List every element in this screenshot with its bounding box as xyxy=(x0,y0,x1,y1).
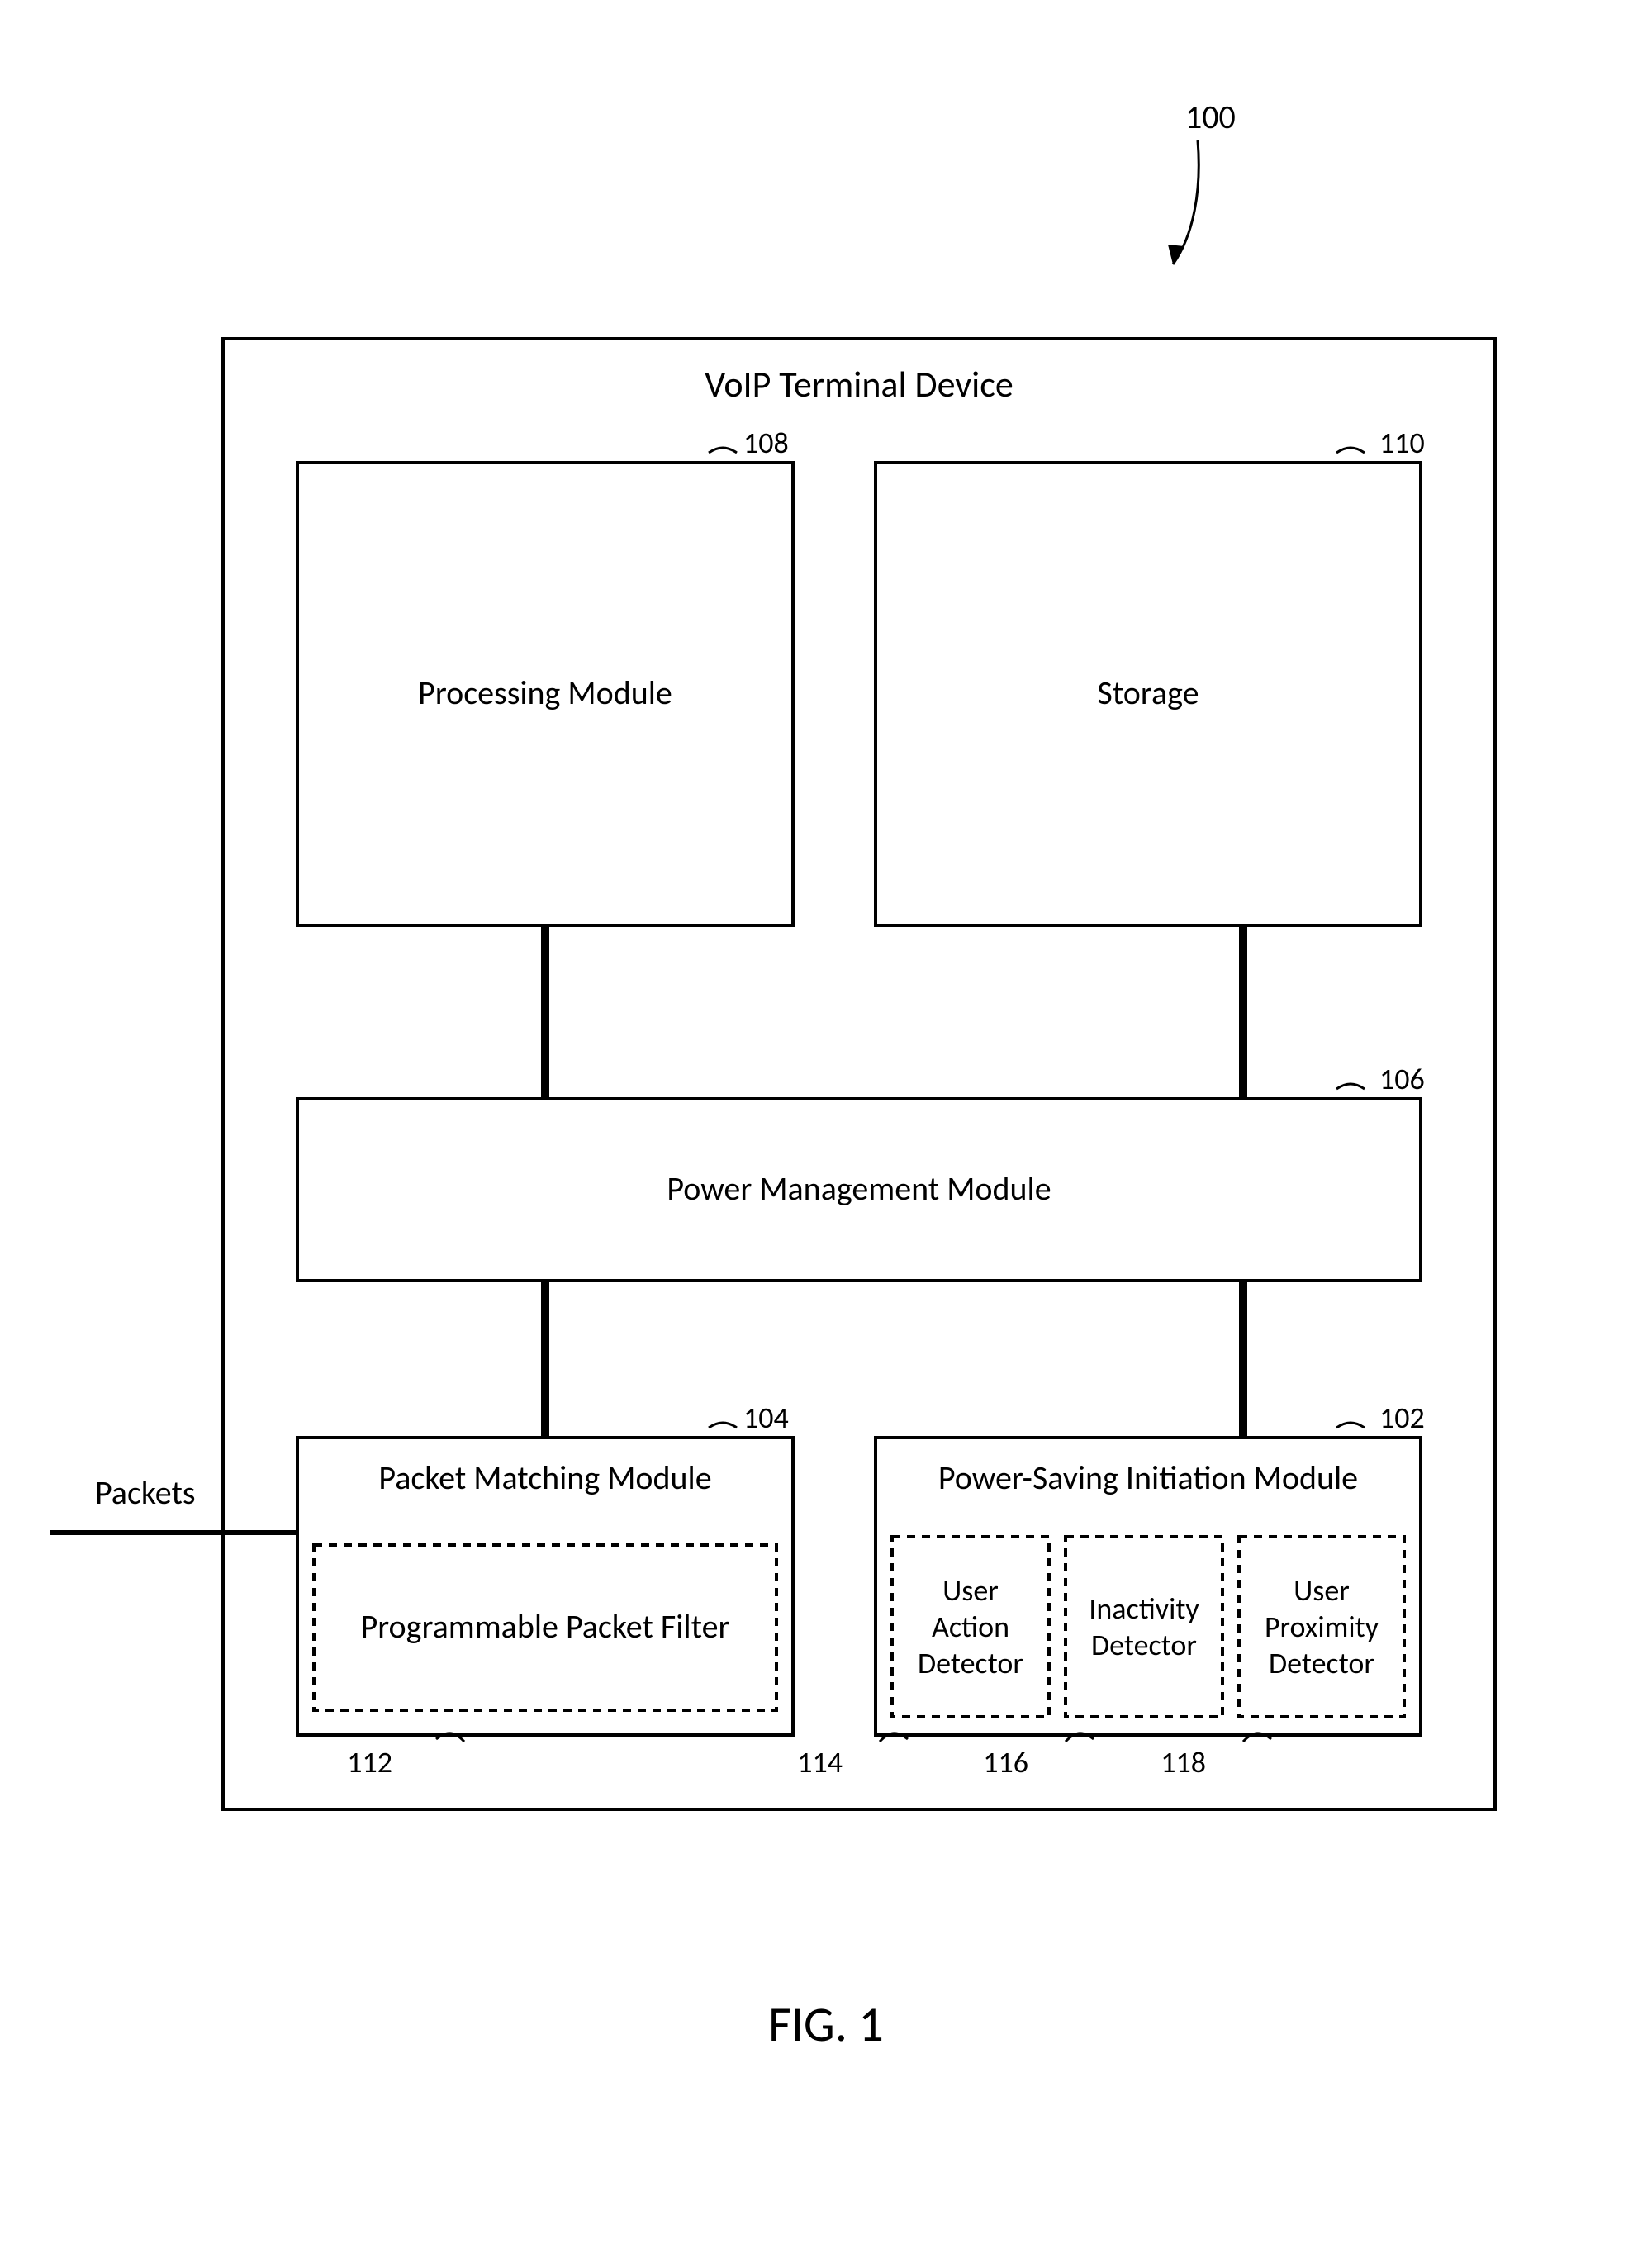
programmable-packet-filter-label: Programmable Packet Filter xyxy=(361,1606,730,1647)
ref-118: 118 xyxy=(1161,1744,1206,1780)
power-saving-init-label: Power-Saving Initiation Module xyxy=(938,1457,1358,1498)
voip-terminal-device-title: VoIP Terminal Device xyxy=(705,362,1014,406)
ref-110: 110 xyxy=(1379,425,1425,461)
ref-100: 100 xyxy=(1185,97,1236,137)
user-action-detector-box-label-0: User xyxy=(942,1572,999,1609)
user-proximity-detector-box-label-2: Detector xyxy=(1269,1645,1374,1681)
inactivity-detector-box-label-0: Inactivity xyxy=(1089,1590,1199,1627)
ref-106: 106 xyxy=(1379,1061,1425,1097)
storage-label: Storage xyxy=(1097,673,1199,713)
ref-116: 116 xyxy=(983,1744,1028,1780)
ref-108: 108 xyxy=(743,425,789,461)
ref-112: 112 xyxy=(347,1744,392,1780)
packet-matching-label: Packet Matching Module xyxy=(378,1457,711,1498)
user-proximity-detector-box-label-1: Proximity xyxy=(1265,1609,1379,1645)
user-proximity-detector-box-label-0: User xyxy=(1294,1572,1350,1609)
user-action-detector-box-label-2: Detector xyxy=(918,1645,1023,1681)
power-mgmt-label: Power Management Module xyxy=(667,1168,1051,1209)
processing-module-label: Processing Module xyxy=(418,673,672,713)
packets-label: Packets xyxy=(95,1472,196,1513)
ref-114: 114 xyxy=(797,1744,843,1780)
inactivity-detector-box-label-1: Detector xyxy=(1091,1627,1197,1663)
figure-label: FIG. 1 xyxy=(768,1994,884,2055)
user-action-detector-box-label-1: Action xyxy=(932,1609,1009,1645)
figure-1: 100 VoIP Terminal Device Processing Module… xyxy=(0,0,1652,2258)
ref-104: 104 xyxy=(743,1400,789,1436)
ref-102: 102 xyxy=(1379,1400,1425,1436)
